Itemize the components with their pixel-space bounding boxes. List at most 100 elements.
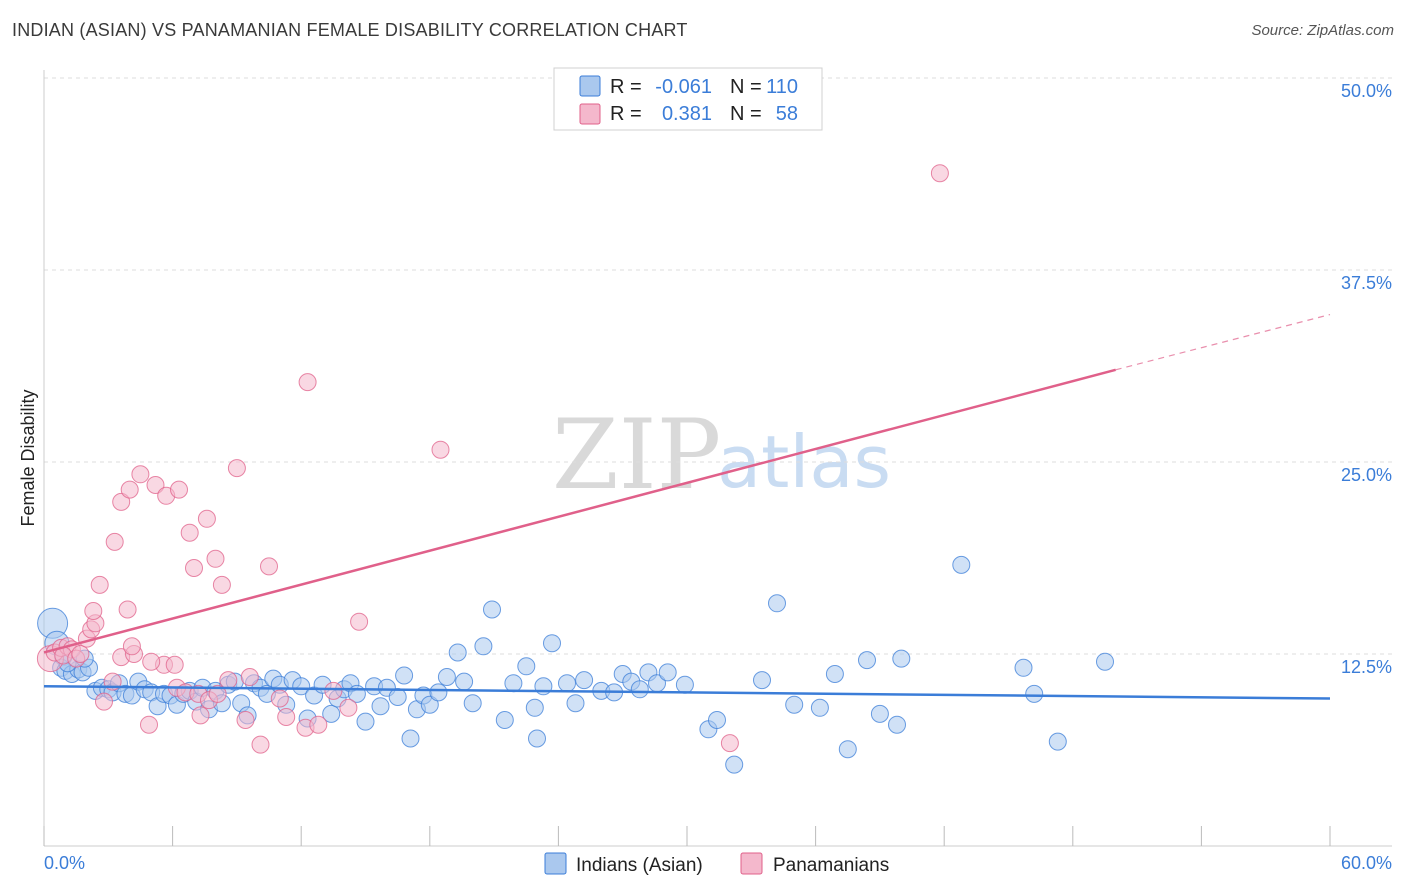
legend-n-value-2: 58 xyxy=(776,103,798,125)
point-panamanians xyxy=(112,492,131,511)
point-indians xyxy=(1048,732,1067,751)
legend-r-label-2: R = xyxy=(610,103,642,125)
point-indians xyxy=(483,600,501,619)
point-indians xyxy=(810,698,829,717)
correlation-legend: R = -0.061 N = 110 R = 0.381 N = 58 xyxy=(553,67,823,131)
point-indians xyxy=(566,694,585,713)
point-panamanians xyxy=(431,440,450,459)
point-indians xyxy=(448,643,467,662)
x-axis-ticks xyxy=(43,826,1331,846)
y-tick-label: 37.5% xyxy=(1341,273,1392,293)
series-legend-label-panamanians: Panamanians xyxy=(773,855,889,876)
point-panamanians xyxy=(240,668,259,686)
watermark-zip: ZIP xyxy=(552,399,721,511)
point-indians xyxy=(630,680,649,699)
point-panamanians xyxy=(251,735,270,754)
point-panamanians xyxy=(350,612,369,631)
y-axis-label: Female Disability xyxy=(18,389,38,526)
point-indians xyxy=(768,594,786,613)
point-panamanians xyxy=(197,509,216,528)
point-panamanians xyxy=(71,645,90,663)
point-indians xyxy=(892,649,911,668)
point-indians xyxy=(753,671,771,690)
legend-swatch-pink xyxy=(579,103,601,125)
y-tick-label: 25.0% xyxy=(1341,465,1392,485)
watermark: ZIP atlas xyxy=(552,399,891,511)
point-panamanians xyxy=(185,559,203,577)
point-indians xyxy=(437,668,456,686)
chart-source: Source: ZipAtlas.com xyxy=(1251,22,1394,39)
point-indians xyxy=(322,704,341,723)
point-panamanians xyxy=(212,575,231,594)
point-indians xyxy=(356,712,375,731)
legend-n-value-1: 110 xyxy=(766,76,798,98)
point-indians xyxy=(463,694,482,713)
point-panamanians xyxy=(206,549,225,568)
series-legend-label-indians: Indians (Asian) xyxy=(576,855,703,876)
point-panamanians xyxy=(339,698,358,717)
point-indians xyxy=(1014,658,1033,677)
point-panamanians xyxy=(105,532,124,551)
point-indians xyxy=(371,697,390,716)
legend-r-value-2: 0.381 xyxy=(662,103,712,125)
point-indians xyxy=(708,711,726,729)
point-panamanians xyxy=(84,602,103,620)
legend-r-label-1: R = xyxy=(610,76,642,98)
legend-n-label-1: N = xyxy=(730,76,762,98)
point-indians xyxy=(388,688,407,706)
point-indians xyxy=(429,683,448,702)
point-indians xyxy=(952,555,971,574)
point-panamanians xyxy=(208,684,227,703)
point-indians xyxy=(785,695,804,714)
point-indians xyxy=(725,755,744,774)
point-indians xyxy=(1025,684,1044,703)
point-panamanians xyxy=(309,715,328,734)
trend-line-indians xyxy=(43,685,1331,700)
point-panamanians xyxy=(142,652,161,671)
point-indians xyxy=(517,657,536,676)
y-tick-label: 50.0% xyxy=(1341,81,1392,101)
point-indians xyxy=(504,674,523,693)
point-indians xyxy=(675,675,694,694)
point-indians xyxy=(838,740,857,759)
point-indians xyxy=(858,651,876,670)
point-indians xyxy=(888,715,906,734)
point-panamanians xyxy=(122,637,141,656)
point-indians xyxy=(1096,652,1114,671)
point-indians xyxy=(825,665,844,683)
series-legend: Indians (Asian) Panamanians xyxy=(544,852,889,876)
point-indians xyxy=(455,672,474,691)
point-indians xyxy=(558,674,576,693)
legend-r-value-1: -0.061 xyxy=(655,76,712,98)
y-tick-label: 12.5% xyxy=(1341,657,1392,677)
point-indians xyxy=(495,711,514,729)
point-panamanians xyxy=(236,711,255,729)
trend-extension-panamanians xyxy=(1115,313,1331,371)
point-panamanians xyxy=(120,480,139,499)
point-panamanians xyxy=(930,164,949,183)
point-panamanians xyxy=(165,655,184,674)
chart-title: INDIAN (ASIAN) VS PANAMANIAN FEMALE DISA… xyxy=(12,20,688,40)
y-tick-labels: 12.5% 25.0% 37.5% 50.0% xyxy=(1341,81,1392,677)
point-indians xyxy=(401,729,420,748)
point-indians xyxy=(575,671,594,690)
point-panamanians xyxy=(277,708,296,726)
point-panamanians xyxy=(260,557,278,576)
legend-swatch-blue xyxy=(579,75,601,97)
point-panamanians xyxy=(219,671,238,690)
point-indians xyxy=(395,666,414,685)
point-indians xyxy=(658,663,677,682)
x-tick-label-max: 60.0% xyxy=(1341,853,1392,873)
point-panamanians xyxy=(131,465,150,484)
point-panamanians xyxy=(146,476,165,494)
x-tick-label-min: 0.0% xyxy=(44,853,85,873)
point-indians xyxy=(292,677,311,696)
point-panamanians xyxy=(180,523,199,542)
series-legend-swatch-indians xyxy=(544,852,567,875)
point-panamanians xyxy=(227,459,246,478)
point-panamanians xyxy=(140,715,158,734)
point-indians xyxy=(420,695,439,714)
point-indians xyxy=(474,637,493,656)
point-panamanians xyxy=(191,706,210,725)
